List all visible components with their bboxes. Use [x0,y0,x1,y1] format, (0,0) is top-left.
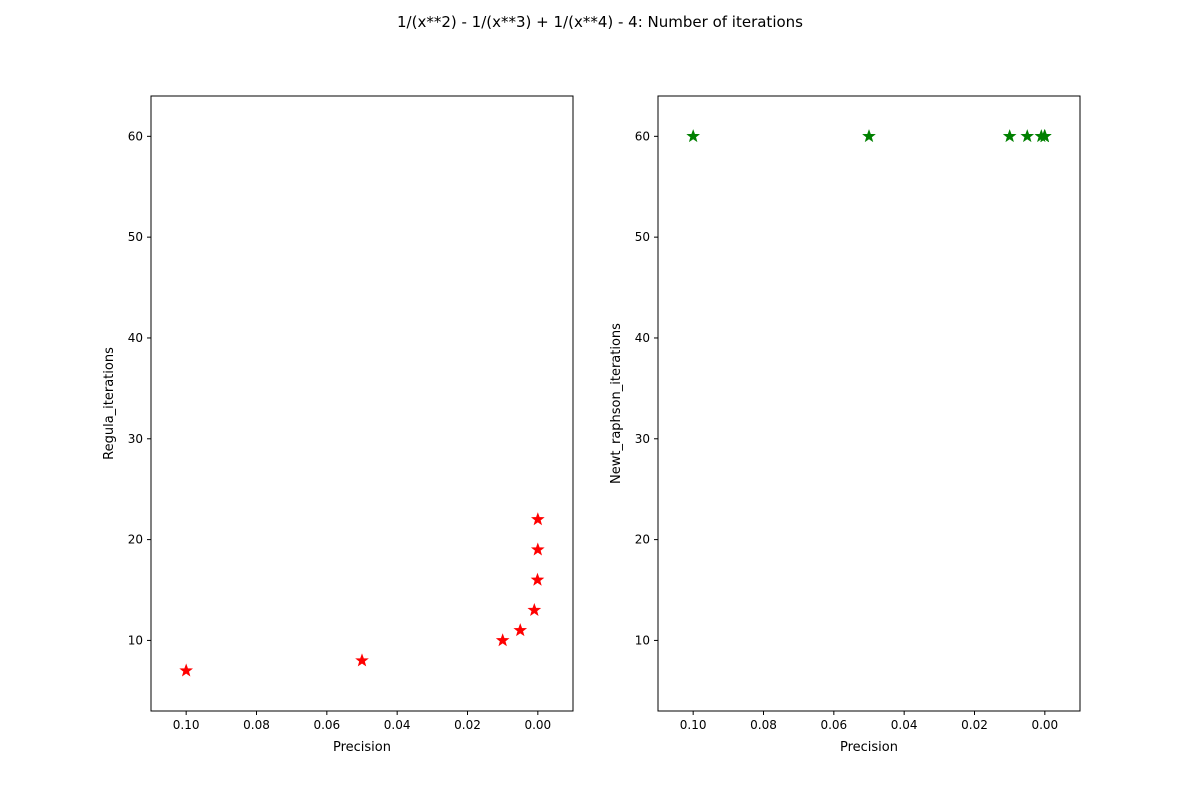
x-tick-label: 0.04 [384,718,411,732]
x-tick-label: 0.10 [680,718,707,732]
x-tick-label: 0.08 [243,718,270,732]
data-point [527,603,542,616]
y-tick-label: 20 [128,533,143,547]
subplot-regula: 0.10 0.08 0.06 0.04 0.02 0.00 10 20 30 40 50 60 Prec… [102,95,574,755]
data-point [862,129,876,143]
figure-title: 1/(x**2) - 1/(x**3) + 1/(x**4) - 4: Numb… [397,13,803,31]
data-point [179,663,193,677]
x-tick-label: 0.06 [820,718,847,732]
axes-frame [150,95,574,712]
y-tick-label: 60 [635,129,650,143]
x-tick-label: 0.04 [891,718,918,732]
y-tick-label: 50 [635,230,650,244]
data-point [513,623,528,637]
data-point [355,653,369,667]
data-point [1038,129,1052,143]
y-tick-label: 60 [128,129,143,143]
data-point [495,633,510,647]
y-tick-label: 30 [128,432,143,446]
y-axis-label: Regula_iterations [102,347,117,460]
x-axis-label: Precision [333,740,391,755]
x-tick-label: 0.10 [173,718,200,732]
x-axis-label: Precision [840,740,898,755]
y-tick-label: 20 [635,533,650,547]
data-point [531,512,545,526]
x-tick-label: 0.08 [750,718,777,732]
x-tick-label: 0.02 [961,718,988,732]
y-tick-label: 40 [635,331,650,345]
x-tick-label: 0.06 [313,718,340,732]
x-tick-label: 0.00 [1031,718,1058,732]
y-tick-label: 10 [128,633,143,647]
data-point [686,129,700,143]
y-tick-label: 30 [635,432,650,446]
data-point [530,542,545,556]
data-point [530,572,545,586]
x-tick-label: 0.02 [454,718,481,732]
y-tick-label: 10 [635,633,650,647]
y-tick-label: 40 [128,331,143,345]
x-tick-label: 0.00 [524,718,551,732]
y-tick-label: 50 [128,230,143,244]
data-point [1002,129,1017,143]
data-point [1020,129,1035,143]
y-axis-label: Newt_raphson_iterations [609,323,624,484]
axes-frame [657,95,1081,712]
subplot-newton-raphson: 0.10 0.08 0.06 0.04 0.02 0.00 10 20 30 40 50 60 Prec… [609,95,1081,755]
